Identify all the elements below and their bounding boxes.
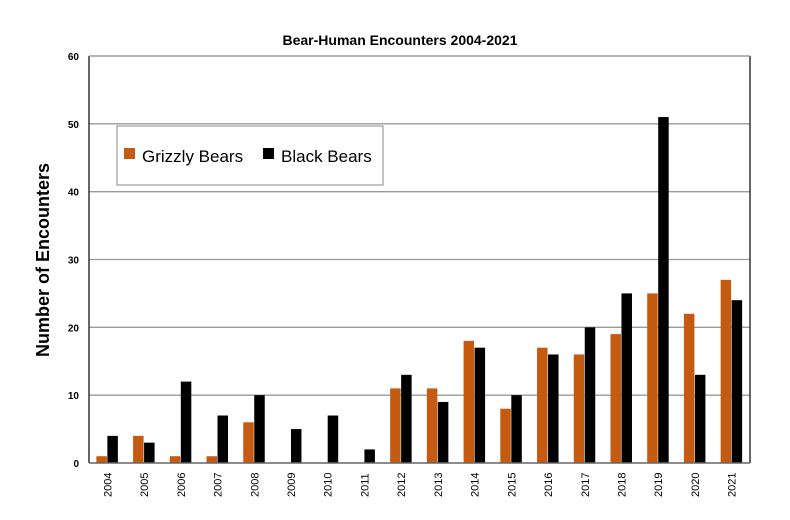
bar-grizzly-2014 bbox=[463, 340, 475, 463]
x-tick-label: 2011 bbox=[359, 473, 371, 497]
bar-black-2006 bbox=[180, 381, 192, 463]
x-tick-label: 2013 bbox=[433, 473, 445, 497]
bar-black-2009 bbox=[290, 429, 302, 463]
legend-swatch-black bbox=[263, 148, 274, 159]
bar-black-2015 bbox=[511, 395, 522, 463]
y-axis-label: Number of Encounters bbox=[33, 163, 53, 357]
bar-grizzly-2019 bbox=[647, 293, 658, 463]
x-tick-label: 2009 bbox=[286, 473, 298, 497]
bar-black-2018 bbox=[621, 293, 632, 463]
bar-grizzly-2015 bbox=[500, 408, 511, 463]
bar-black-2008 bbox=[254, 395, 265, 463]
legend-box bbox=[116, 125, 384, 186]
legend-label-grizzly: Grizzly Bears bbox=[142, 147, 243, 166]
y-tick-label: 10 bbox=[68, 391, 80, 402]
bar-grizzly-2007 bbox=[206, 456, 218, 463]
x-tick-label: 2014 bbox=[470, 473, 482, 497]
bar-black-2011 bbox=[364, 449, 375, 463]
y-tick-label: 50 bbox=[68, 120, 80, 131]
bar-black-2004 bbox=[107, 435, 118, 463]
x-tick-label: 2007 bbox=[213, 473, 225, 497]
x-tick-label: 2015 bbox=[506, 473, 518, 497]
bar-grizzly-2005 bbox=[133, 435, 144, 463]
bar-black-2013 bbox=[437, 401, 449, 463]
y-tick-label: 0 bbox=[73, 459, 79, 470]
bar-black-2005 bbox=[144, 442, 155, 463]
bar-grizzly-2017 bbox=[573, 354, 585, 463]
x-tick-label: 2012 bbox=[396, 473, 408, 497]
bar-grizzly-2006 bbox=[169, 456, 181, 463]
legend-swatch-grizzly bbox=[124, 148, 135, 159]
bar-black-2014 bbox=[474, 347, 486, 463]
bar-black-2017 bbox=[584, 327, 596, 463]
y-tick-label: 40 bbox=[68, 188, 80, 199]
x-tick-label: 2017 bbox=[580, 473, 592, 497]
bar-grizzly-2013 bbox=[426, 388, 438, 463]
x-tick-label: 2016 bbox=[543, 473, 555, 497]
bar-black-2010 bbox=[327, 415, 339, 463]
x-tick-label: 2010 bbox=[323, 473, 335, 497]
bar-black-2012 bbox=[401, 374, 412, 463]
chart-title: Bear-Human Encounters 2004-2021 bbox=[283, 32, 518, 48]
x-tick-label: 2019 bbox=[653, 473, 665, 497]
x-tick-label: 2021 bbox=[727, 473, 739, 497]
bar-grizzly-2016 bbox=[537, 347, 548, 463]
bar-grizzly-2008 bbox=[243, 422, 254, 463]
x-tick-label: 2004 bbox=[102, 473, 114, 497]
legend-label-black: Black Bears bbox=[281, 147, 372, 166]
bar-grizzly-2004 bbox=[96, 456, 107, 463]
y-tick-label: 60 bbox=[68, 52, 80, 63]
x-tick-label: 2005 bbox=[139, 473, 151, 497]
bar-black-2007 bbox=[217, 415, 229, 463]
x-tick-label: 2018 bbox=[616, 473, 628, 497]
bar-grizzly-2020 bbox=[683, 313, 695, 463]
bar-grizzly-2021 bbox=[720, 279, 732, 463]
bar-grizzly-2018 bbox=[610, 334, 621, 463]
bar-black-2021 bbox=[731, 300, 743, 463]
x-tick-label: 2006 bbox=[176, 473, 188, 497]
bar-black-2016 bbox=[548, 354, 559, 463]
bar-black-2020 bbox=[694, 374, 706, 463]
y-tick-label: 20 bbox=[68, 323, 80, 334]
legend: Grizzly Bears Black Bears bbox=[116, 125, 384, 186]
x-tick-label: 2020 bbox=[690, 473, 702, 497]
y-tick-label: 30 bbox=[68, 256, 80, 267]
bar-black-2019 bbox=[658, 117, 669, 464]
x-tick-label: 2008 bbox=[249, 473, 261, 497]
bar-grizzly-2012 bbox=[390, 388, 401, 463]
